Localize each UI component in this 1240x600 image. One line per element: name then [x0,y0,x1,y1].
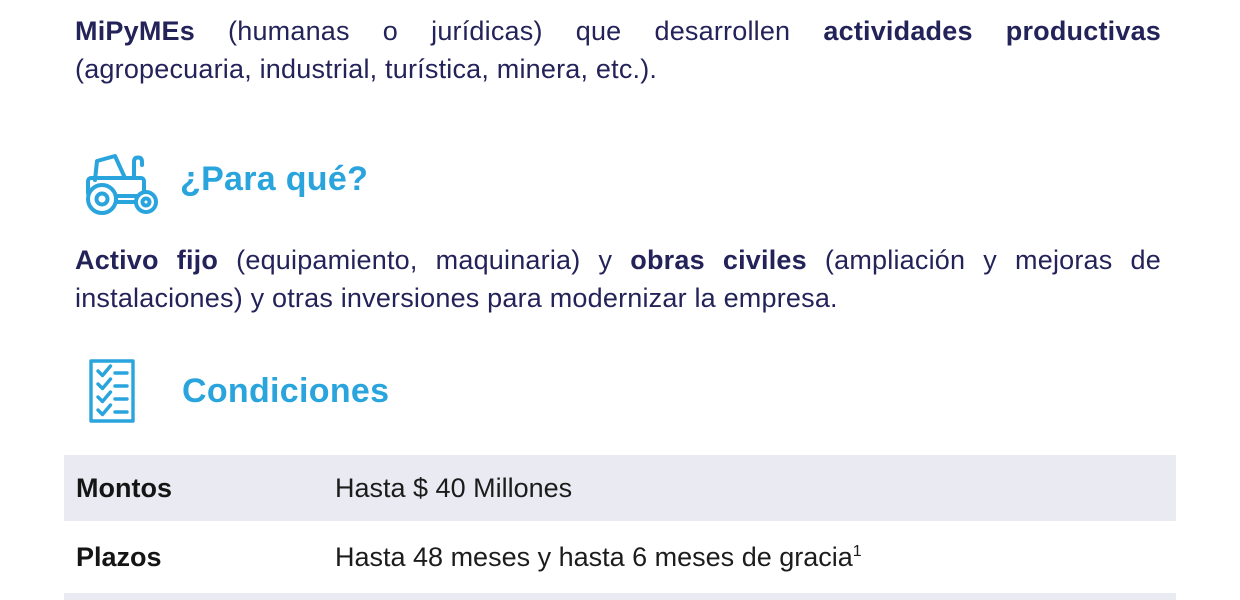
purpose-text-1: (equipamiento, maquinaria) y [218,245,631,275]
intro-paragraph: MiPyMEs (humanas o jurídicas) que desarr… [75,12,1161,88]
intro-bold-mipymes: MiPyMEs [75,16,195,46]
table-row-plazos: Plazos Hasta 48 meses y hasta 6 meses de… [64,521,1176,593]
section-title-condiciones: Condiciones [182,371,390,410]
purpose-bold-activo-fijo: Activo fijo [75,245,219,275]
intro-line-2: (agropecuaria, industrial, turística, mi… [75,54,658,84]
row-value-text: Hasta $ 40 Millones [335,472,573,503]
row-value: Hasta 48 meses y hasta 6 meses de gracia… [335,542,1176,573]
row-value-footnote: 1 [852,542,862,560]
row-value-text: Hasta 48 meses y hasta 6 meses de gracia [335,541,853,572]
section-header-condiciones: Condiciones [88,358,389,424]
table-row-montos: Montos Hasta $ 40 Millones [64,455,1176,521]
purpose-text-2: (ampliación y mejoras de [806,245,1161,275]
purpose-line-1: Activo fijo (equipamiento, maquinaria) y… [75,241,1161,279]
row-label: Plazos [76,541,162,572]
table-row-partial [64,593,1176,600]
checklist-icon [88,358,136,424]
purpose-line-2: instalaciones) y otras inversiones para … [75,283,838,313]
intro-bold-actividades: actividades productivas [823,16,1162,46]
intro-line-1: MiPyMEs (humanas o jurídicas) que desarr… [75,12,1161,50]
section-header-para-que: ¿Para qué? [75,142,368,216]
purpose-paragraph: Activo fijo (equipamiento, maquinaria) y… [75,241,1161,317]
tractor-icon [75,142,161,216]
conditions-table: Montos Hasta $ 40 Millones Plazos Hasta … [64,455,1176,600]
row-value: Hasta $ 40 Millones [335,473,1176,504]
section-title-para-que: ¿Para qué? [180,159,369,198]
intro-text-1: (humanas o jurídicas) que desarrollen [194,16,824,46]
purpose-bold-obras-civiles: obras civiles [630,245,807,275]
row-label: Montos [76,472,172,503]
